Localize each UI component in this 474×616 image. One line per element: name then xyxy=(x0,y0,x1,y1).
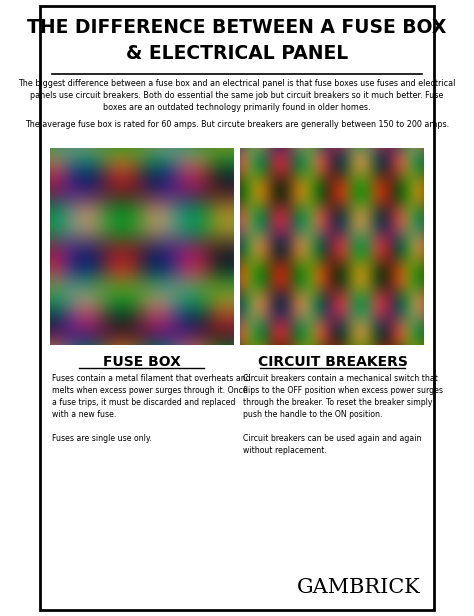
Text: GAMBRICK: GAMBRICK xyxy=(297,578,420,597)
Text: The average fuse box is rated for 60 amps. But circute breakers are generally be: The average fuse box is rated for 60 amp… xyxy=(25,120,449,129)
Text: CIRCUIT BREAKERS: CIRCUIT BREAKERS xyxy=(257,355,407,369)
Text: THE DIFFERENCE BETWEEN A FUSE BOX: THE DIFFERENCE BETWEEN A FUSE BOX xyxy=(27,18,447,37)
Text: FUSE BOX: FUSE BOX xyxy=(102,355,181,369)
Text: & ELECTRICAL PANEL: & ELECTRICAL PANEL xyxy=(126,44,348,63)
Text: Circuit breakers can be used again and again
without replacement.: Circuit breakers can be used again and a… xyxy=(243,434,421,455)
Text: The biggest difference between a fuse box and an electrical panel is that fuse b: The biggest difference between a fuse bo… xyxy=(18,79,456,112)
Text: Fuses contain a metal filament that overheats and
melts when excess power surges: Fuses contain a metal filament that over… xyxy=(52,374,251,419)
Text: Fuses are single use only.: Fuses are single use only. xyxy=(52,434,152,443)
Text: Circuit breakers contain a mechanical switch that
flips to the OFF position when: Circuit breakers contain a mechanical sw… xyxy=(243,374,443,419)
